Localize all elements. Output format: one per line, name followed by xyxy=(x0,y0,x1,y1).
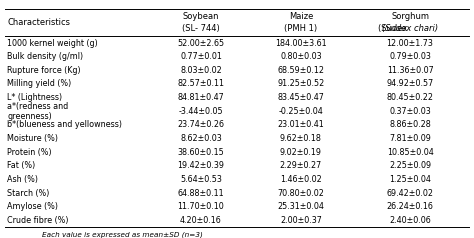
Text: Soybean: Soybean xyxy=(183,12,219,21)
Text: 80.45±0.22: 80.45±0.22 xyxy=(386,93,434,102)
Text: Amylose (%): Amylose (%) xyxy=(7,202,58,211)
Text: (PMH 1): (PMH 1) xyxy=(284,24,318,33)
Text: 1.46±0.02: 1.46±0.02 xyxy=(280,175,322,184)
Text: 11.36±0.07: 11.36±0.07 xyxy=(387,66,433,75)
Text: -3.44±0.05: -3.44±0.05 xyxy=(179,107,223,116)
Text: Moisture (%): Moisture (%) xyxy=(7,134,58,143)
Text: Starch (%): Starch (%) xyxy=(7,188,49,198)
Text: b*(blueness and yellowness): b*(blueness and yellowness) xyxy=(7,120,122,129)
Text: 5.64±0.53: 5.64±0.53 xyxy=(180,175,222,184)
Text: Each value is expressed as mean±SD (n=3): Each value is expressed as mean±SD (n=3) xyxy=(42,231,203,238)
Text: 26.24±0.16: 26.24±0.16 xyxy=(387,202,433,211)
Text: a*(redness and
greenness): a*(redness and greenness) xyxy=(7,102,68,121)
Text: -0.25±0.04: -0.25±0.04 xyxy=(279,107,323,116)
Text: Rupture force (Kg): Rupture force (Kg) xyxy=(7,66,81,75)
Text: 0.77±0.01: 0.77±0.01 xyxy=(180,52,222,61)
Text: 70.80±0.02: 70.80±0.02 xyxy=(277,188,324,198)
Text: 2.25±0.09: 2.25±0.09 xyxy=(389,161,431,170)
Text: 23.01±0.41: 23.01±0.41 xyxy=(277,120,324,129)
Text: 23.74±0.26: 23.74±0.26 xyxy=(177,120,225,129)
Text: Crude fibre (%): Crude fibre (%) xyxy=(7,216,69,225)
Text: 52.00±2.65: 52.00±2.65 xyxy=(177,39,225,48)
Text: 2.00±0.37: 2.00±0.37 xyxy=(280,216,322,225)
Text: 11.70±0.10: 11.70±0.10 xyxy=(178,202,224,211)
Text: (Sudex ​chari): (Sudex ​chari) xyxy=(382,24,438,33)
Text: 4.20±0.16: 4.20±0.16 xyxy=(180,216,222,225)
Text: 38.60±0.15: 38.60±0.15 xyxy=(178,148,224,157)
Text: 82.57±0.11: 82.57±0.11 xyxy=(177,79,225,89)
Text: 8.86±0.28: 8.86±0.28 xyxy=(389,120,431,129)
Text: Fat (%): Fat (%) xyxy=(7,161,35,170)
Text: 64.88±0.11: 64.88±0.11 xyxy=(178,188,224,198)
Text: 7.81±0.09: 7.81±0.09 xyxy=(389,134,431,143)
Text: 0.37±0.03: 0.37±0.03 xyxy=(389,107,431,116)
Text: Protein (%): Protein (%) xyxy=(7,148,52,157)
Text: (Sudex: (Sudex xyxy=(378,24,410,33)
Text: L* (Lightness): L* (Lightness) xyxy=(7,93,62,102)
Text: 9.62±0.18: 9.62±0.18 xyxy=(280,134,322,143)
Text: Maize: Maize xyxy=(289,12,313,21)
Text: 0.79±0.03: 0.79±0.03 xyxy=(389,52,431,61)
Text: Sorghum: Sorghum xyxy=(391,12,429,21)
Text: 84.81±0.47: 84.81±0.47 xyxy=(178,93,224,102)
Text: 69.42±0.02: 69.42±0.02 xyxy=(386,188,434,198)
Text: 1000 kernel weight (g): 1000 kernel weight (g) xyxy=(7,39,98,48)
Text: Characteristics: Characteristics xyxy=(7,18,70,27)
Text: 25.31±0.04: 25.31±0.04 xyxy=(277,202,324,211)
Text: 94.92±0.57: 94.92±0.57 xyxy=(386,79,434,89)
Text: 12.00±1.73: 12.00±1.73 xyxy=(387,39,433,48)
Text: 19.42±0.39: 19.42±0.39 xyxy=(177,161,225,170)
Text: 9.02±0.19: 9.02±0.19 xyxy=(280,148,322,157)
Text: (SL- 744): (SL- 744) xyxy=(182,24,220,33)
Text: 8.03±0.02: 8.03±0.02 xyxy=(180,66,222,75)
Text: 184.00±3.61: 184.00±3.61 xyxy=(275,39,327,48)
Text: 1.25±0.04: 1.25±0.04 xyxy=(389,175,431,184)
Text: 91.25±0.52: 91.25±0.52 xyxy=(277,79,325,89)
Text: Ash (%): Ash (%) xyxy=(7,175,38,184)
Text: Bulk density (g/ml): Bulk density (g/ml) xyxy=(7,52,83,61)
Text: 2.40±0.06: 2.40±0.06 xyxy=(389,216,431,225)
Text: 83.45±0.47: 83.45±0.47 xyxy=(277,93,324,102)
Text: 2.29±0.27: 2.29±0.27 xyxy=(280,161,322,170)
Text: 10.85±0.04: 10.85±0.04 xyxy=(387,148,433,157)
Text: 0.80±0.03: 0.80±0.03 xyxy=(280,52,322,61)
Text: 8.62±0.03: 8.62±0.03 xyxy=(180,134,222,143)
Text: 68.59±0.12: 68.59±0.12 xyxy=(277,66,324,75)
Text: Milling yield (%): Milling yield (%) xyxy=(7,79,71,89)
